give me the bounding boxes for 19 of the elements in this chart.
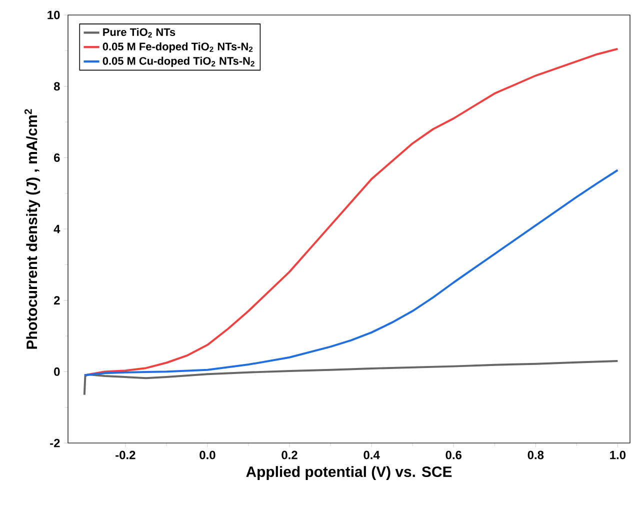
x-tick-label: 0.4: [364, 450, 380, 460]
y-tick-label: 6: [54, 153, 60, 162]
y-axis-title: Photocurrent density (J) , mA/cm$^{2}$: [24, 109, 40, 349]
x-tick-label: 0.8: [528, 450, 544, 460]
y-tick-label: 0: [54, 367, 60, 376]
x-tick-label: 0.2: [282, 450, 298, 460]
y-tick-label: 4: [54, 224, 60, 234]
legend-label: Pure TiO$_{2}$ NTs: [103, 28, 176, 38]
y-tick-label: 8: [54, 82, 60, 91]
x-tick-label: -0.2: [116, 450, 136, 460]
y-tick-label: -2: [50, 438, 60, 448]
x-tick-label: 0.6: [446, 450, 462, 460]
x-tick-label: 1.0: [610, 450, 626, 460]
legend-label: 0.05 M Cu-doped TiO$_{2}$ NTs-N$_{2}$: [102, 56, 254, 67]
x-tick-label: 0.0: [200, 450, 216, 460]
y-tick-label: 2: [54, 296, 60, 305]
y-tick-label: 10: [48, 10, 60, 20]
x-axis-title: Applied potential (V) vs. SCE: [246, 466, 452, 480]
legend-label: 0.05 M Fe-doped TiO$_{2}$ NTs-N$_{2}$: [102, 42, 253, 53]
